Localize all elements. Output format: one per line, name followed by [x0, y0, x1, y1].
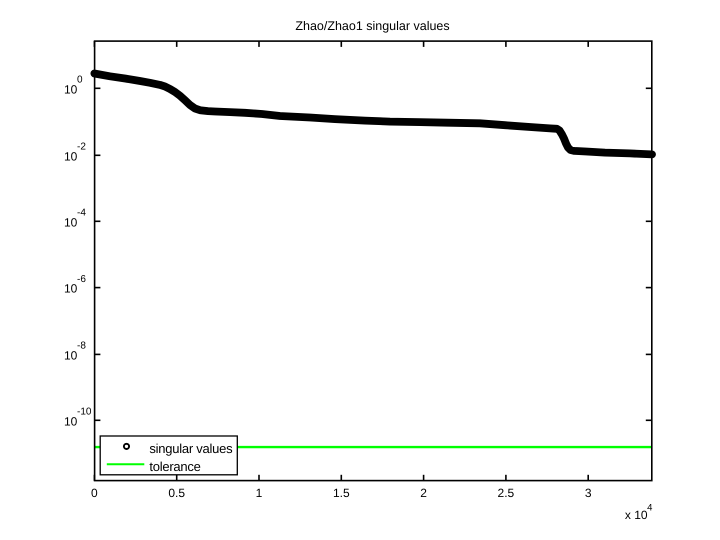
svg-text:10: 10 [64, 282, 78, 296]
svg-text:1.5: 1.5 [333, 486, 350, 500]
svg-text:x 10: x 10 [625, 508, 648, 522]
svg-text:0.5: 0.5 [168, 486, 185, 500]
svg-text:tolerance: tolerance [149, 459, 200, 474]
svg-text:singular values: singular values [149, 441, 233, 456]
svg-text:2: 2 [420, 486, 427, 500]
svg-text:0: 0 [77, 75, 83, 86]
svg-text:4: 4 [647, 503, 652, 514]
svg-text:2.5: 2.5 [498, 486, 515, 500]
svg-text:-8: -8 [77, 341, 86, 352]
svg-text:10: 10 [64, 348, 78, 362]
svg-text:10: 10 [64, 414, 78, 428]
svg-text:-4: -4 [77, 208, 86, 219]
svg-text:-2: -2 [77, 142, 86, 153]
svg-text:10: 10 [64, 149, 78, 163]
svg-text:-10: -10 [77, 407, 92, 418]
svg-text:10: 10 [64, 215, 78, 229]
svg-text:3: 3 [585, 486, 592, 500]
svg-text:10: 10 [64, 82, 78, 96]
svg-text:-6: -6 [77, 274, 86, 285]
svg-text:0: 0 [91, 486, 98, 500]
svg-text:Zhao/Zhao1 singular values: Zhao/Zhao1 singular values [295, 19, 449, 33]
svg-text:1: 1 [256, 486, 263, 500]
